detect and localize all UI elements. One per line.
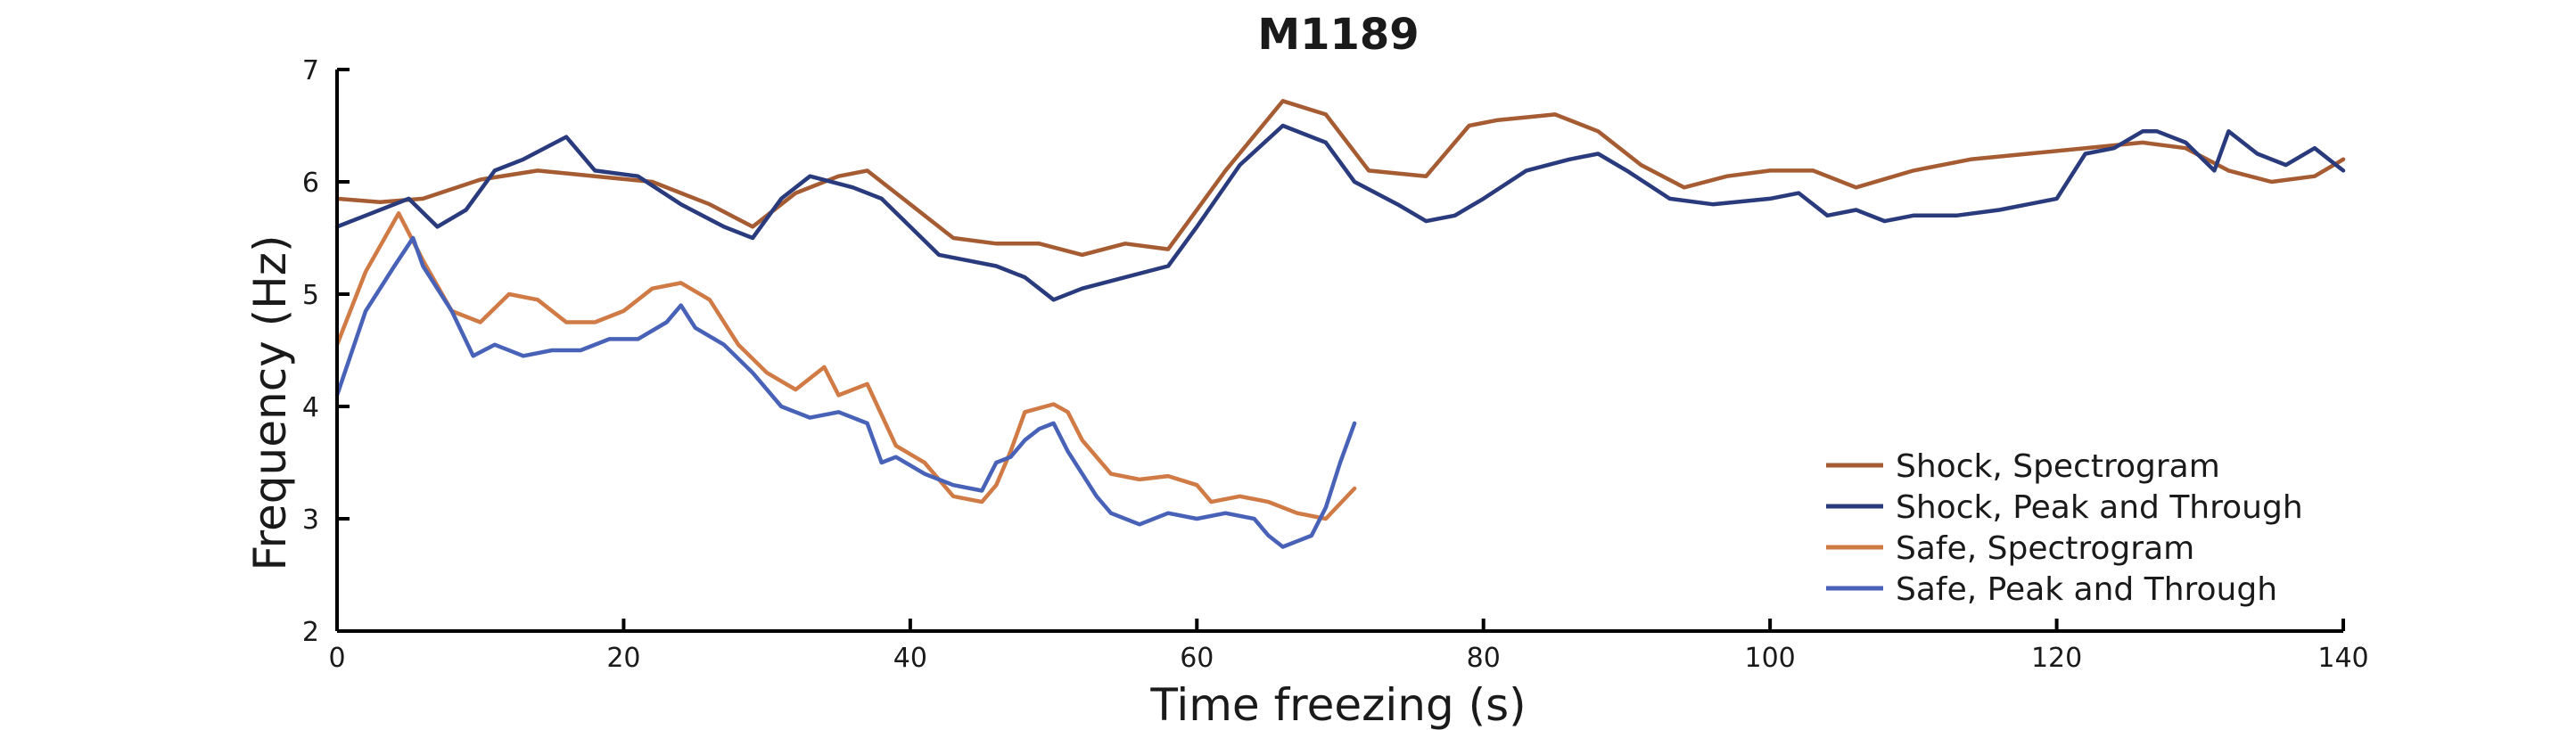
series-line-1 — [334, 99, 2346, 258]
y-tick-label: 4 — [302, 392, 319, 423]
x-tick-label: 140 — [2317, 643, 2368, 674]
chart-title: M1189 — [1257, 10, 1419, 60]
series-line-4 — [334, 235, 1357, 549]
x-tick-label: 0 — [328, 643, 345, 674]
x-axis-ticks: 0 20 40 60 80 100 120 140 — [328, 619, 2369, 674]
x-axis-label: Time freezing (s) — [1149, 679, 1526, 730]
series-line-2 — [334, 123, 2346, 302]
y-axis-ticks: 2 3 4 5 6 7 — [302, 55, 350, 648]
x-tick-label: 40 — [893, 643, 927, 674]
x-tick-label: 100 — [1745, 643, 1796, 674]
y-tick-label: 6 — [302, 168, 319, 199]
x-tick-label: 20 — [606, 643, 640, 674]
plot-area: 0 20 40 60 80 100 120 140 2 3 4 5 6 7 — [302, 55, 2369, 674]
legend-label: Safe, Spectrogram — [1896, 530, 2194, 567]
x-tick-label: 60 — [1180, 643, 1214, 674]
x-tick-label: 80 — [1467, 643, 1501, 674]
y-tick-label: 7 — [302, 55, 319, 86]
legend-item: Shock, Peak and Through — [1826, 489, 2303, 526]
series-line-3 — [334, 211, 1357, 521]
legend-label: Safe, Peak and Through — [1896, 571, 2277, 608]
series-group — [334, 99, 2346, 549]
legend-item: Safe, Spectrogram — [1826, 530, 2194, 567]
y-tick-label: 3 — [302, 504, 319, 536]
legend: Shock, Spectrogram Shock, Peak and Throug… — [1826, 448, 2303, 608]
y-tick-label: 2 — [302, 617, 319, 648]
legend-item: Safe, Peak and Through — [1826, 571, 2277, 608]
legend-label: Shock, Spectrogram — [1896, 448, 2220, 485]
legend-label: Shock, Peak and Through — [1896, 489, 2303, 526]
legend-item: Shock, Spectrogram — [1826, 448, 2220, 485]
x-tick-label: 120 — [2031, 643, 2082, 674]
y-tick-label: 5 — [302, 280, 319, 311]
y-axis-label: Frequency (Hz) — [244, 234, 296, 570]
